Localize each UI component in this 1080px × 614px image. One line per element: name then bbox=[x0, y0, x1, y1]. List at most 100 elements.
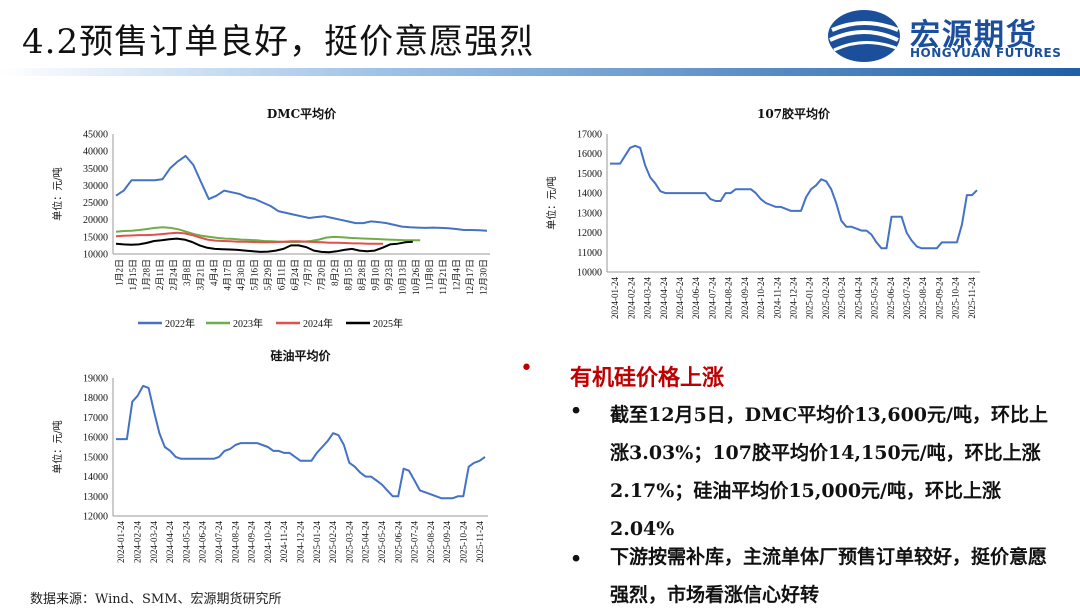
series-line-2024年 bbox=[115, 231, 384, 245]
y-tick-label: 10000 bbox=[83, 250, 108, 261]
x-tick-label: 2月11日 bbox=[155, 259, 165, 290]
y-tick-label: 19000 bbox=[83, 374, 108, 385]
x-tick-label: 1月2日 bbox=[115, 259, 125, 286]
x-tick-label: 2025-01-24 bbox=[805, 277, 815, 319]
x-tick-label: 9月23日 bbox=[384, 259, 394, 291]
sub-bullet-1: 截至12月5日，DMC平均价13,600元/吨，环比上涨3.03%；107胶平均… bbox=[610, 404, 1048, 540]
series-line-2022年 bbox=[115, 154, 488, 232]
legend-label: 2022年 bbox=[165, 317, 195, 330]
y-tick-label: 11000 bbox=[577, 248, 602, 259]
y-tick-label: 10000 bbox=[577, 268, 602, 279]
x-tick-label: 2025-04-24 bbox=[853, 277, 863, 319]
x-tick-label: 12月4日 bbox=[451, 259, 461, 291]
y-tick-label: 15000 bbox=[83, 452, 108, 463]
x-tick-label: 2025-03-24 bbox=[837, 277, 847, 319]
chart-title: 硅油平均价 bbox=[270, 348, 331, 363]
x-tick-label: 2024-03-24 bbox=[149, 521, 159, 563]
x-tick-label: 12月17日 bbox=[465, 259, 475, 295]
x-tick-label: 2025-04-24 bbox=[361, 521, 371, 563]
y-tick-label: 17000 bbox=[83, 413, 108, 424]
x-tick-label: 9月10日 bbox=[371, 259, 381, 291]
y-tick-label: 30000 bbox=[83, 181, 108, 192]
x-tick-label: 5月29日 bbox=[263, 259, 273, 291]
data-source: 数据来源：Wind、SMM、宏源期货研究所 bbox=[30, 592, 282, 607]
x-tick-label: 11月21日 bbox=[438, 259, 448, 295]
x-tick-label: 2025-01-24 bbox=[312, 521, 322, 563]
x-tick-label: 2025-05-24 bbox=[377, 521, 387, 563]
x-tick-label: 2024-03-24 bbox=[643, 277, 653, 319]
x-tick-label: 2025-11-24 bbox=[475, 521, 485, 563]
x-tick-label: 2024-09-24 bbox=[740, 277, 750, 319]
x-tick-label: 2024-07-24 bbox=[214, 521, 224, 563]
y-tick-label: 14000 bbox=[83, 472, 108, 483]
x-tick-label: 10月13日 bbox=[397, 259, 407, 295]
x-tick-label: 2025-07-24 bbox=[410, 521, 420, 563]
x-tick-label: 2025-05-24 bbox=[870, 277, 880, 319]
header-divider bbox=[0, 68, 1080, 76]
x-tick-label: 2024-08-24 bbox=[230, 521, 240, 563]
x-tick-label: 2025-07-24 bbox=[902, 277, 912, 319]
x-tick-label: 12月30日 bbox=[478, 259, 488, 295]
x-tick-label: 8月2日 bbox=[330, 259, 340, 286]
sub-bullet-dot: • bbox=[570, 548, 583, 570]
x-tick-label: 4月17日 bbox=[222, 259, 232, 291]
x-tick-label: 2024-05-24 bbox=[181, 521, 191, 563]
x-tick-label: 2025-02-24 bbox=[821, 277, 831, 319]
x-tick-label: 2024-10-24 bbox=[263, 521, 273, 563]
y-tick-label: 15000 bbox=[83, 232, 108, 243]
logo-globe-icon bbox=[828, 10, 900, 62]
x-tick-label: 2024-02-24 bbox=[132, 521, 142, 563]
x-tick-label: 6月11日 bbox=[276, 259, 286, 290]
bullet-dot: • bbox=[520, 356, 533, 381]
x-tick-label: 2024-09-24 bbox=[247, 521, 257, 563]
y-tick-label: 18000 bbox=[83, 393, 108, 404]
y-tick-label: 40000 bbox=[83, 147, 108, 158]
x-tick-label: 2025-06-24 bbox=[886, 277, 896, 319]
logo-text-en: HONGYUAN FUTURES bbox=[910, 46, 1062, 60]
x-tick-label: 10月26日 bbox=[411, 259, 421, 295]
x-tick-label: 2024-10-24 bbox=[756, 277, 766, 319]
x-tick-label: 2025-10-24 bbox=[459, 521, 469, 563]
x-tick-label: 2024-05-24 bbox=[675, 277, 685, 319]
y-tick-label: 16000 bbox=[83, 433, 108, 444]
bullet-heading: 有机硅价格上涨 bbox=[570, 365, 725, 391]
series-line-硅油平均价 bbox=[116, 384, 486, 500]
y-tick-label: 25000 bbox=[83, 198, 108, 209]
x-tick-label: 2025-03-24 bbox=[344, 521, 354, 563]
x-tick-label: 2025-06-24 bbox=[393, 521, 403, 563]
x-tick-label: 4月30日 bbox=[236, 259, 246, 291]
y-tick-label: 13000 bbox=[83, 492, 108, 503]
x-tick-label: 2月24日 bbox=[169, 259, 179, 291]
x-tick-label: 3月21日 bbox=[196, 259, 206, 291]
y-tick-label: 12000 bbox=[83, 512, 108, 523]
logo-text-cn: 宏源期货 bbox=[910, 18, 1038, 53]
x-tick-label: 2024-02-24 bbox=[626, 277, 636, 319]
x-tick-label: 6月24日 bbox=[290, 259, 300, 291]
x-tick-label: 2024-06-24 bbox=[691, 277, 701, 319]
x-tick-label: 2024-06-24 bbox=[198, 521, 208, 563]
legend-label: 2023年 bbox=[233, 317, 263, 330]
x-tick-label: 8月15日 bbox=[344, 259, 354, 291]
x-tick-label: 2024-04-24 bbox=[165, 521, 175, 563]
x-tick-label: 2024-12-24 bbox=[789, 277, 799, 319]
x-tick-label: 2025-08-24 bbox=[918, 277, 928, 319]
y-tick-label: 14000 bbox=[577, 189, 602, 200]
x-tick-label: 2025-10-24 bbox=[951, 277, 961, 319]
y-tick-label: 45000 bbox=[83, 130, 108, 141]
x-tick-label: 1月15日 bbox=[128, 259, 138, 291]
x-tick-label: 7月7日 bbox=[303, 259, 313, 286]
x-tick-label: 1月28日 bbox=[142, 259, 152, 291]
x-tick-label: 2024-12-24 bbox=[296, 521, 306, 563]
y-tick-label: 17000 bbox=[577, 130, 602, 141]
x-tick-label: 3月8日 bbox=[182, 259, 192, 286]
x-tick-label: 5月16日 bbox=[249, 259, 259, 291]
x-tick-label: 2025-02-24 bbox=[328, 521, 338, 563]
y-axis-label: 单位：元/吨 bbox=[51, 420, 64, 473]
x-tick-label: 2024-07-24 bbox=[707, 277, 717, 319]
x-tick-label: 2024-01-24 bbox=[610, 277, 620, 319]
y-tick-label: 35000 bbox=[83, 164, 108, 175]
sub-bullet-2: 下游按需补库，主流单体厂预售订单较好，挺价意愿强烈，市场看涨信心好转 bbox=[610, 546, 1048, 606]
series-line-107胶平均价 bbox=[610, 144, 978, 250]
slide-title: 4.2预售订单良好，挺价意愿强烈 bbox=[22, 22, 535, 62]
